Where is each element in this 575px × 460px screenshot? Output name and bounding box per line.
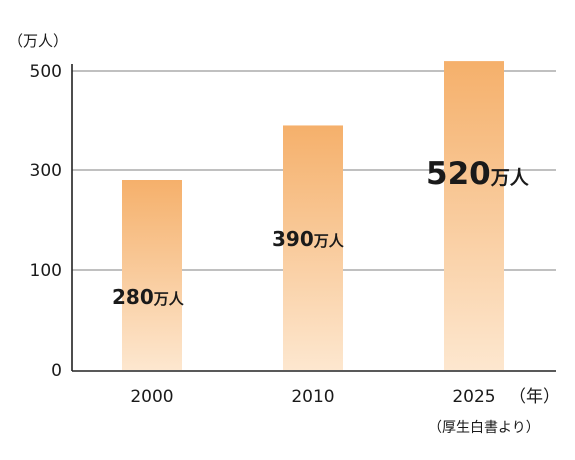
y-tick-label-500: 500	[30, 62, 62, 82]
data-label-2000: 280万人	[112, 285, 185, 309]
data-label-unit-2010: 万人	[313, 232, 345, 250]
data-label-value-2000: 280	[112, 285, 154, 309]
x-axis-unit-label: （年）	[509, 387, 560, 407]
x-tick-label-2025: 2025	[452, 387, 495, 407]
bars	[122, 61, 504, 370]
y-axis-unit-label: （万人）	[8, 32, 68, 50]
x-tick-label-2010: 2010	[291, 387, 334, 407]
x-tick-labels: 2000 2010 2025	[130, 387, 495, 407]
data-label-value-2010: 390	[272, 227, 314, 251]
data-label-value-2025: 520	[426, 156, 491, 192]
data-label-2025: 520万人	[426, 156, 530, 192]
y-tick-label-300: 300	[30, 161, 62, 181]
y-tick-label-100: 100	[30, 261, 62, 281]
bar-2000	[122, 180, 182, 370]
data-label-unit-2000: 万人	[153, 290, 185, 308]
data-label-2010: 390万人	[272, 227, 345, 251]
x-tick-label-2000: 2000	[130, 387, 173, 407]
bar-2010	[283, 125, 343, 370]
data-label-unit-2025: 万人	[490, 167, 530, 189]
y-tick-labels: 0 100 300 500	[30, 62, 62, 381]
axes	[71, 64, 556, 372]
y-tick-label-0: 0	[51, 361, 62, 381]
source-note: （厚生白書より）	[428, 420, 540, 436]
bar-2025	[444, 61, 504, 370]
